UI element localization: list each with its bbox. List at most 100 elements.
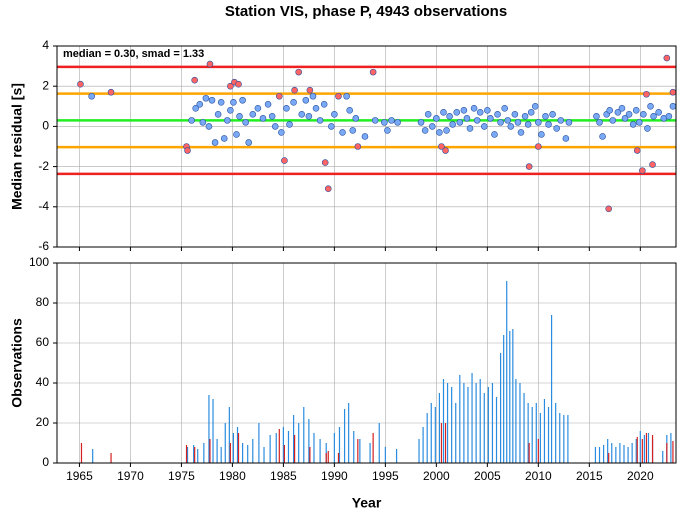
x-tick-label: 2020 xyxy=(627,469,654,483)
point xyxy=(217,98,225,106)
point xyxy=(384,127,391,134)
point xyxy=(321,159,329,166)
point xyxy=(663,54,671,62)
point xyxy=(542,113,549,120)
point xyxy=(596,119,603,126)
point xyxy=(316,117,324,124)
point xyxy=(514,119,522,126)
point xyxy=(655,109,662,116)
x-tick-label: 2005 xyxy=(474,469,501,483)
point xyxy=(504,117,512,124)
point xyxy=(369,68,377,76)
point xyxy=(531,103,539,110)
point xyxy=(233,131,240,138)
point xyxy=(545,121,552,128)
point xyxy=(202,94,210,102)
point xyxy=(208,96,216,104)
point xyxy=(352,115,360,122)
point xyxy=(470,105,478,112)
point xyxy=(562,135,570,142)
point xyxy=(324,185,332,193)
point xyxy=(249,111,257,118)
point xyxy=(484,107,491,114)
point xyxy=(632,107,640,114)
x-tick-label: 1980 xyxy=(219,469,246,483)
point xyxy=(227,82,234,90)
point xyxy=(593,113,600,120)
point xyxy=(440,109,447,116)
point xyxy=(291,86,298,94)
point xyxy=(565,119,573,126)
chart-title: Station VIS, phase P, 4943 observations xyxy=(225,3,507,20)
point xyxy=(517,129,525,136)
point xyxy=(442,147,449,154)
point xyxy=(446,113,453,120)
point xyxy=(460,107,468,114)
point xyxy=(88,92,95,100)
point xyxy=(618,105,626,112)
point xyxy=(507,123,515,130)
plot-frame xyxy=(56,262,677,464)
point xyxy=(239,96,246,104)
point xyxy=(211,139,219,146)
point xyxy=(643,90,650,98)
point xyxy=(443,127,450,134)
point xyxy=(650,113,657,120)
x-tick-label: 1985 xyxy=(270,469,297,483)
y-axis-label: Observations xyxy=(9,318,25,408)
point xyxy=(649,161,656,168)
point xyxy=(388,117,395,124)
point xyxy=(191,76,198,84)
point xyxy=(647,103,654,110)
point xyxy=(557,117,565,124)
point xyxy=(77,80,84,88)
point xyxy=(433,115,440,122)
point xyxy=(354,143,362,150)
x-tick-label: 1995 xyxy=(372,469,399,483)
point xyxy=(192,105,199,112)
point xyxy=(295,68,302,76)
point xyxy=(349,127,357,134)
point xyxy=(286,121,293,128)
x-tick-label: 2000 xyxy=(423,469,450,483)
point xyxy=(331,111,338,118)
point xyxy=(549,111,556,118)
y-tick-label: 2 xyxy=(42,78,49,92)
x-tick-label: 1975 xyxy=(168,469,195,483)
point xyxy=(214,111,222,118)
x-axis-label: Year xyxy=(352,495,382,511)
point xyxy=(224,117,231,124)
point xyxy=(428,123,436,130)
point xyxy=(184,147,191,154)
point xyxy=(449,121,456,128)
plot-frame xyxy=(56,45,677,248)
point xyxy=(305,113,313,120)
x-tick-label: 1970 xyxy=(117,469,144,483)
point xyxy=(525,163,533,170)
point xyxy=(527,109,535,116)
point xyxy=(107,88,115,96)
point xyxy=(343,92,350,100)
point xyxy=(278,129,285,136)
point xyxy=(328,123,335,130)
y-tick-label: -4 xyxy=(38,199,49,213)
point xyxy=(640,111,647,118)
point xyxy=(453,109,461,116)
point xyxy=(259,115,267,122)
y-tick-label: 0 xyxy=(42,119,49,133)
point xyxy=(456,119,464,126)
point xyxy=(635,119,643,126)
y-tick-label: -2 xyxy=(38,159,49,173)
point xyxy=(230,98,237,106)
y-tick-label: 80 xyxy=(36,295,50,309)
x-tick-label: 2015 xyxy=(576,469,603,483)
point xyxy=(501,105,508,112)
point xyxy=(606,107,614,114)
point xyxy=(421,127,429,134)
y-tick-label: 20 xyxy=(36,415,50,429)
point xyxy=(487,115,494,122)
point xyxy=(235,80,242,88)
point xyxy=(424,111,432,118)
y-tick-label: -6 xyxy=(38,239,49,253)
